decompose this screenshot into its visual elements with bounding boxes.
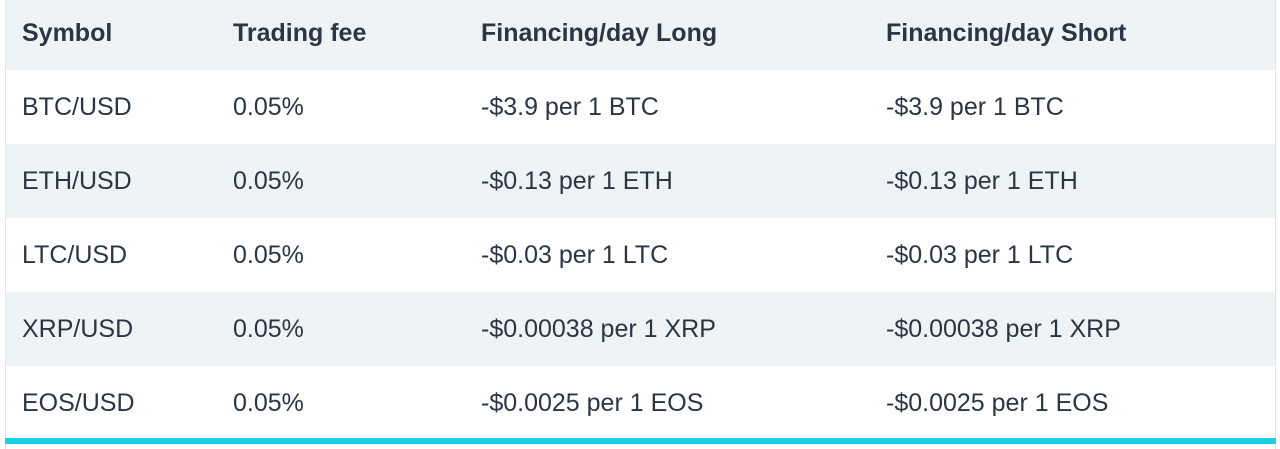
fees-table: Symbol Trading fee Financing/day Long Fi… xyxy=(6,0,1275,440)
cell-symbol: EOS/USD xyxy=(22,388,135,417)
cell-financing-long: -$0.00038 per 1 XRP xyxy=(481,314,716,343)
table-row: LTC/USD 0.05% -$0.03 per 1 LTC -$0.03 pe… xyxy=(6,218,1275,292)
cell-financing-short: -$0.00038 per 1 XRP xyxy=(886,314,1121,343)
cell-symbol: LTC/USD xyxy=(22,240,128,269)
table-header: Symbol Trading fee Financing/day Long Fi… xyxy=(6,0,1275,70)
header-symbol: Symbol xyxy=(22,18,113,47)
cell-financing-short: -$0.03 per 1 LTC xyxy=(886,240,1074,269)
cell-trading-fee: 0.05% xyxy=(233,166,304,195)
header-trading-fee: Trading fee xyxy=(233,18,367,47)
table-bottom-accent-bar xyxy=(5,438,1276,444)
cell-financing-short: -$0.13 per 1 ETH xyxy=(886,166,1078,195)
cell-trading-fee: 0.05% xyxy=(233,92,304,121)
cell-financing-long: -$0.0025 per 1 EOS xyxy=(481,388,704,417)
cell-financing-short: -$0.0025 per 1 EOS xyxy=(886,388,1109,417)
cell-financing-short: -$3.9 per 1 BTC xyxy=(886,92,1064,121)
cell-trading-fee: 0.05% xyxy=(233,314,304,343)
cell-financing-long: -$0.13 per 1 ETH xyxy=(481,166,673,195)
table-row: EOS/USD 0.05% -$0.0025 per 1 EOS -$0.002… xyxy=(6,366,1275,440)
cell-trading-fee: 0.05% xyxy=(233,240,304,269)
table-row: BTC/USD 0.05% -$3.9 per 1 BTC -$3.9 per … xyxy=(6,70,1275,144)
header-financing-short: Financing/day Short xyxy=(886,18,1127,47)
cell-symbol: BTC/USD xyxy=(22,92,132,121)
table-body: BTC/USD 0.05% -$3.9 per 1 BTC -$3.9 per … xyxy=(6,70,1275,440)
header-row: Symbol Trading fee Financing/day Long Fi… xyxy=(6,0,1275,70)
table-row: XRP/USD 0.05% -$0.00038 per 1 XRP -$0.00… xyxy=(6,292,1275,366)
cell-financing-long: -$0.03 per 1 LTC xyxy=(481,240,669,269)
cell-financing-long: -$3.9 per 1 BTC xyxy=(481,92,659,121)
cell-trading-fee: 0.05% xyxy=(233,388,304,417)
header-financing-long: Financing/day Long xyxy=(481,18,718,47)
fees-table-container: Symbol Trading fee Financing/day Long Fi… xyxy=(5,0,1276,449)
table-row: ETH/USD 0.05% -$0.13 per 1 ETH -$0.13 pe… xyxy=(6,144,1275,218)
cell-symbol: XRP/USD xyxy=(22,314,134,343)
cell-symbol: ETH/USD xyxy=(22,166,132,195)
